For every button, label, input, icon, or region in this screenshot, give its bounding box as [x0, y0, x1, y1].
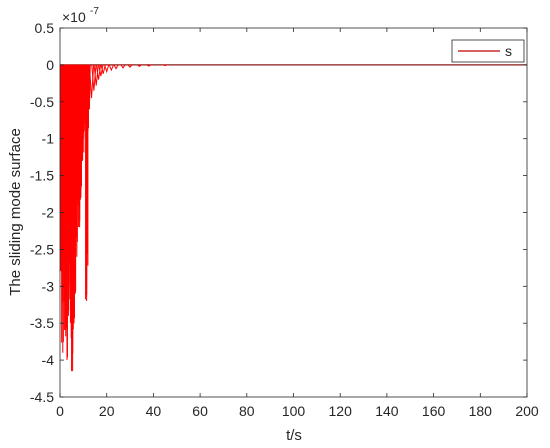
- plot-background: [60, 28, 527, 397]
- y-tick-label: 0.5: [35, 20, 55, 36]
- series-s-spike-34: [162, 64, 168, 67]
- series-s-spike-28: [108, 64, 114, 72]
- y-tick-label: -4.5: [30, 389, 54, 405]
- y-tick-label: -1.5: [30, 168, 54, 184]
- y-axis-label: The sliding mode surface: [7, 128, 24, 296]
- series-s-spike-27: [104, 64, 110, 74]
- x-tick-label: 180: [469, 403, 493, 419]
- y-tick-label: -1: [42, 131, 55, 147]
- series-s: [59, 64, 527, 372]
- ticks: 0 20 40 60 80 100 120 140 160 180 200 0.5 0 -0.5 -1 -1.…: [30, 20, 539, 419]
- series-s-spike-30: [120, 64, 126, 69]
- y-tick-label: -3.5: [30, 315, 54, 331]
- y-tick-label: 0: [46, 57, 54, 73]
- y-scale-exponent: -7: [90, 6, 99, 17]
- y-scale-label: ×10: [62, 9, 86, 25]
- y-tick-label: -2: [42, 205, 55, 221]
- y-tick-label: -4: [42, 352, 55, 368]
- x-tick-label: 40: [146, 403, 162, 419]
- y-tick-label: -2.5: [30, 241, 54, 257]
- x-tick-label: 100: [282, 403, 306, 419]
- x-tick-label: 120: [329, 403, 353, 419]
- series-s-spike-33: [146, 64, 152, 67]
- x-tick-label: 0: [56, 403, 64, 419]
- plot-area: [60, 28, 527, 397]
- x-tick-label: 200: [515, 403, 539, 419]
- x-tick-label: 160: [422, 403, 446, 419]
- legend: s: [451, 39, 525, 63]
- x-tick-label: 60: [192, 403, 208, 419]
- x-axis-label: t/s: [286, 427, 302, 444]
- series-s-spike-32: [137, 64, 142, 67]
- y-tick-label: -3: [42, 278, 55, 294]
- x-tick-label: 140: [375, 403, 399, 419]
- legend-label-s: s: [505, 43, 512, 59]
- x-tick-label: 80: [239, 403, 255, 419]
- series-s-spike-26: [100, 64, 106, 74]
- series-s-spike-29: [113, 64, 119, 70]
- x-tick-label: 20: [99, 403, 115, 419]
- series-s-spike-31: [127, 64, 133, 68]
- y-tick-label: -0.5: [30, 94, 54, 110]
